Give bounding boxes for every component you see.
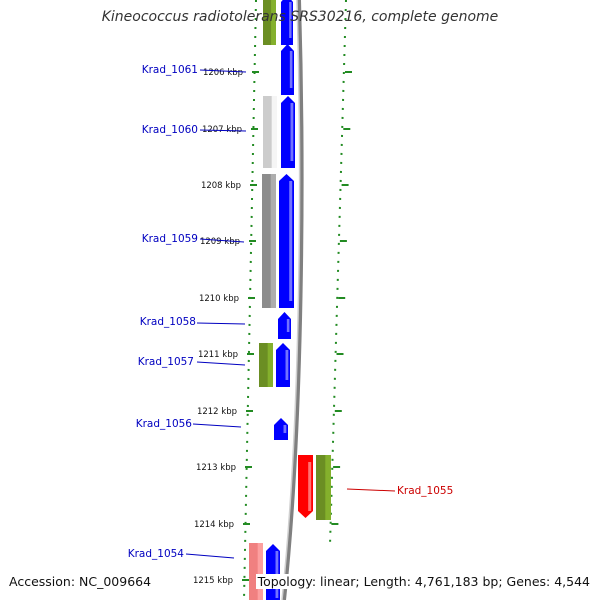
genome-summary-text: Topology: linear; Length: 4,761,183 bp; … (255, 574, 592, 589)
gene-label-krad_1055: Krad_1055 (397, 485, 453, 497)
ruler-tick-label: 1213 kbp (196, 463, 236, 473)
gene-arrow-krad_1057 (276, 343, 290, 387)
gene-arrow-krad_1057-shine (285, 350, 289, 380)
gene-arrow-shine (289, 2, 292, 38)
ruler-tick-label: 1212 kbp (197, 407, 237, 417)
ruler-tick-label: 1211 kbp (198, 350, 238, 360)
gene-label-krad_1058: Krad_1058 (140, 316, 196, 328)
gene-arrow (281, 0, 293, 45)
genes-layer (266, 0, 313, 604)
gene-label-leader (199, 129, 247, 132)
ruler-tick-label: 1214 kbp (194, 520, 234, 530)
olive-feature-highlight (271, 0, 276, 45)
right-track-guide (329, 0, 347, 546)
gene-label-leader (346, 488, 396, 492)
gene-label-leader (192, 423, 242, 428)
gene-arrow-krad_1060 (281, 96, 295, 168)
gene-arrow-krad_1059-shine (289, 181, 293, 301)
gene-arrow-krad_1056 (274, 418, 288, 440)
gene-arrow-krad_1059 (279, 174, 294, 308)
gene-arrow-krad_1058 (278, 312, 291, 339)
left-track-guide (243, 0, 257, 601)
pink-feature-highlight (257, 543, 263, 604)
gray-feature-highlight (270, 174, 276, 308)
olive-feature-highlight (267, 343, 273, 387)
gene-label-leader (185, 553, 235, 559)
gene-label-krad_1061: Krad_1061 (142, 64, 198, 76)
olive-feature-highlight (325, 455, 331, 520)
accession-text: Accession: NC_009664 (7, 574, 154, 589)
gene-label-krad_1056: Krad_1056 (136, 418, 193, 430)
gene-label-krad_1057: Krad_1057 (138, 356, 194, 368)
gene-labels-layer: Krad_1061 Krad_1060 Krad_1059 Krad_1058 Krad… (128, 64, 454, 560)
gene-arrow-krad_1058-shine (286, 319, 290, 332)
gene-label-leader (196, 322, 246, 325)
features-layer (249, 0, 331, 604)
ruler-tick-label: 1209 kbp (200, 237, 240, 247)
ruler-tick-label: 1215 kbp (193, 576, 233, 586)
map-title: Kineococcus radiotolerans SRS30216, comp… (101, 9, 499, 25)
gene-label-leader (199, 238, 245, 243)
gene-label-krad_1060: Krad_1060 (142, 124, 198, 136)
gene-arrow-krad_1055-shine (308, 462, 312, 511)
ruler-tick-label: 1210 kbp (199, 294, 239, 304)
ruler-tick-label: 1208 kbp (201, 181, 241, 191)
gene-arrow-krad_1055 (298, 455, 313, 518)
gene-arrow-krad_1061 (281, 44, 294, 95)
gene-arrow-krad_1056-shine (283, 425, 287, 433)
gene-label-leader (196, 361, 246, 366)
genome-backbone-highlight (281, 0, 301, 601)
ruler-tick-label: 1206 kbp (203, 68, 243, 78)
gene-label-leader (199, 69, 247, 73)
gene-arrow-krad_1060-shine (290, 103, 294, 161)
gene-label-krad_1059: Krad_1059 (142, 233, 198, 245)
genome-backbone (282, 0, 304, 601)
gene-arrow-krad_1061-shine (289, 51, 293, 88)
gene-label-krad_1054: Krad_1054 (128, 548, 185, 560)
light-gray-feature-highlight (271, 96, 277, 168)
